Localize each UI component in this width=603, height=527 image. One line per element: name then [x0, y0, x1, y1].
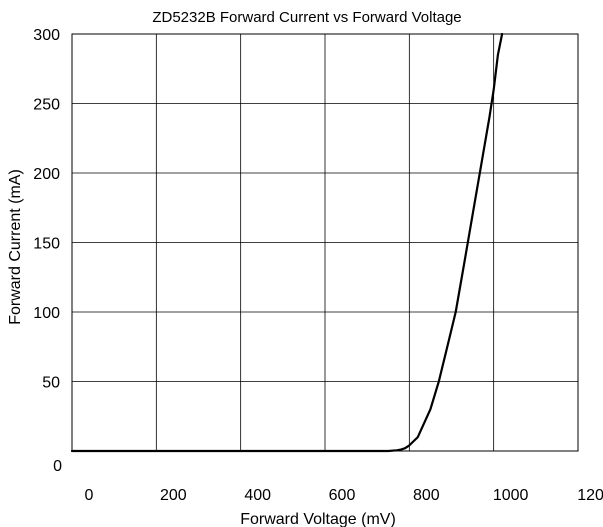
series-line [70, 32, 504, 453]
x-tick-label: 200 [160, 487, 187, 504]
y-tick-labels: 0 50 100 150 200 250 300 [33, 27, 62, 475]
x-tick-label: 400 [244, 487, 271, 504]
y-tick-label: 150 [33, 236, 60, 253]
series-layer [70, 32, 504, 453]
x-tick-label: 600 [329, 487, 356, 504]
x-axis-label: Forward Voltage (mV) [240, 511, 396, 527]
x-tick-label: 800 [413, 487, 440, 504]
y-tick-label: 100 [33, 305, 60, 322]
y-tick-label: 200 [33, 166, 60, 183]
y-tick-label: 0 [53, 458, 62, 475]
y-tick-label: 50 [42, 375, 60, 392]
grid-lines [71, 33, 579, 452]
x-tick-label: 0 [85, 487, 94, 504]
x-tick-label: 1000 [493, 487, 529, 504]
y-axis-label: Forward Current (mA) [7, 169, 24, 325]
chart-title: ZD5232B Forward Current vs Forward Volta… [152, 9, 461, 26]
y-tick-label: 300 [33, 27, 60, 44]
y-tick-label: 250 [33, 97, 60, 114]
